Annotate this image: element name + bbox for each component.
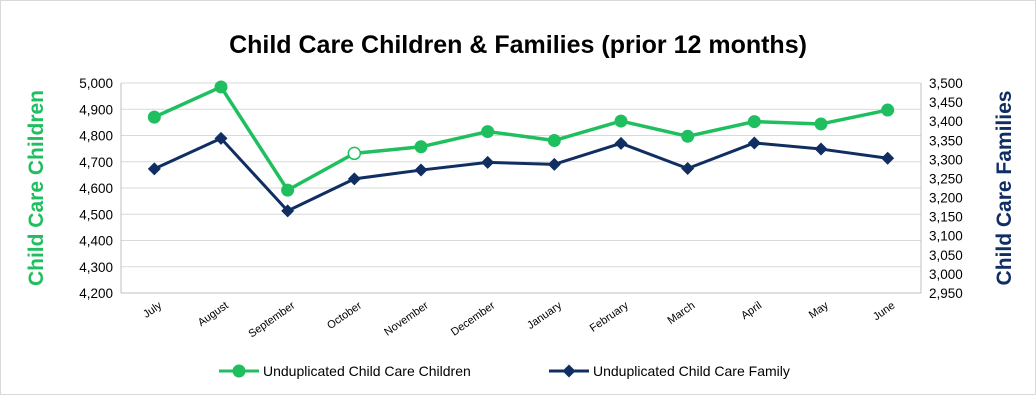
data-point <box>747 136 761 150</box>
right-tick-label: 3,100 <box>929 229 963 244</box>
left-tick-label: 5,000 <box>79 76 113 91</box>
left-tick-label: 4,600 <box>79 181 113 196</box>
data-point <box>814 142 828 156</box>
data-point <box>414 140 428 154</box>
right-tick-label: 3,150 <box>929 210 963 225</box>
right-tick-label: 2,950 <box>929 286 963 301</box>
data-point <box>747 115 761 129</box>
right-tick-label: 3,050 <box>929 248 963 263</box>
left-tick-label: 4,700 <box>79 155 113 170</box>
data-point <box>481 155 495 169</box>
right-tick-label: 3,200 <box>929 191 963 206</box>
right-tick-label: 3,250 <box>929 171 963 186</box>
chart-title: Child Care Children & Families (prior 12… <box>229 31 807 59</box>
legend-label-children: Unduplicated Child Care Children <box>263 363 471 379</box>
category-label: June <box>871 300 897 324</box>
data-point <box>881 103 895 117</box>
data-point <box>147 110 161 124</box>
data-point <box>414 163 428 177</box>
data-point <box>347 172 361 186</box>
data-point <box>814 117 828 131</box>
category-label: December <box>449 299 498 338</box>
data-point <box>214 131 228 145</box>
left-tick-label: 4,300 <box>79 260 113 275</box>
data-point <box>147 162 161 176</box>
category-label: September <box>246 299 297 340</box>
data-point <box>681 162 695 176</box>
data-point <box>214 80 228 94</box>
legend-label-family: Unduplicated Child Care Family <box>593 363 790 379</box>
right-tick-labels: 2,950 3,000 3,050 3,100 3,150 3,200 3,250 3,300… <box>929 76 963 301</box>
left-tick-labels: 4,200 4,300 4,400 4,500 4,600 4,700 4,800 4,900… <box>79 76 113 301</box>
data-point <box>481 125 495 139</box>
data-point <box>614 114 628 128</box>
category-label: February <box>588 299 631 334</box>
axis-layer <box>120 83 922 294</box>
right-tick-label: 3,300 <box>929 152 963 167</box>
category-label: August <box>196 300 231 329</box>
data-point <box>281 183 295 197</box>
left-tick-label: 4,900 <box>79 102 113 117</box>
left-tick-label: 4,500 <box>79 207 113 222</box>
data-point <box>347 146 362 161</box>
series-layer <box>147 80 895 218</box>
legend-item-children: Unduplicated Child Care Children <box>219 363 471 379</box>
left-tick-label: 4,800 <box>79 129 113 144</box>
right-axis-title: Child Care Families <box>993 91 1016 286</box>
left-tick-label: 4,200 <box>79 286 113 301</box>
left-axis-title: Child Care Children <box>25 90 48 286</box>
category-label: April <box>739 300 764 322</box>
legend: Unduplicated Child Care Children Undupli… <box>219 363 790 379</box>
legend-swatch-marker <box>232 364 246 378</box>
category-label: March <box>665 300 697 327</box>
legend-item-family: Unduplicated Child Care Family <box>549 363 790 379</box>
series-line <box>153 85 889 192</box>
legend-swatch-marker <box>562 364 576 378</box>
category-labels: July August September October November Decemb… <box>141 299 897 340</box>
right-tick-label: 3,500 <box>929 76 963 91</box>
data-point <box>547 157 561 171</box>
category-label: October <box>325 299 364 331</box>
category-label: January <box>525 299 564 332</box>
right-tick-label: 3,450 <box>929 95 963 110</box>
category-label: November <box>382 299 431 338</box>
data-point <box>881 151 895 165</box>
series-line <box>153 136 888 213</box>
right-tick-label: 3,400 <box>929 114 963 129</box>
data-point <box>281 204 295 218</box>
left-tick-label: 4,400 <box>79 234 113 249</box>
grid-layer <box>121 82 921 294</box>
right-tick-label: 3,000 <box>929 267 963 282</box>
category-label: May <box>807 299 831 321</box>
category-label: July <box>141 299 164 320</box>
data-point <box>614 136 628 150</box>
data-point <box>681 129 695 143</box>
right-tick-label: 3,350 <box>929 133 963 148</box>
data-point <box>547 133 561 147</box>
